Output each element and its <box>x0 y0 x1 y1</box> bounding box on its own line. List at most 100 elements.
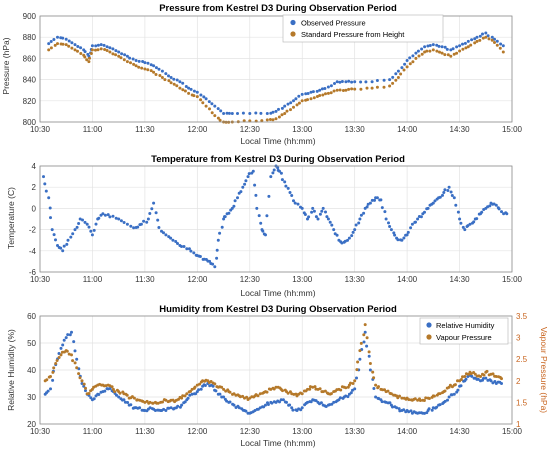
data-point <box>286 186 290 190</box>
data-point <box>64 43 68 47</box>
data-point <box>423 411 426 415</box>
data-point <box>114 49 118 53</box>
data-point <box>188 393 192 397</box>
data-point <box>461 225 465 229</box>
data-point <box>414 51 418 55</box>
x-tick-label: 11:00 <box>83 275 103 284</box>
data-point <box>132 396 136 400</box>
data-point <box>357 221 361 225</box>
data-point <box>108 387 112 390</box>
right-y-ticks: 1 1.5 2 2.5 3 3.5 <box>516 312 528 429</box>
data-point <box>339 388 343 392</box>
data-point <box>103 389 107 393</box>
data-point <box>52 38 56 41</box>
data-point <box>368 368 372 372</box>
data-point <box>400 66 404 70</box>
data-point <box>77 222 81 225</box>
data-point <box>382 85 386 89</box>
data-point <box>142 219 146 223</box>
data-point <box>111 387 115 391</box>
data-point <box>414 56 418 60</box>
data-point <box>88 56 91 60</box>
data-point <box>420 47 424 51</box>
legend-label-vapour: Vapour Pressure <box>436 333 492 342</box>
data-point <box>111 47 115 51</box>
data-point <box>466 39 470 43</box>
data-point <box>152 201 156 205</box>
data-point <box>497 207 501 211</box>
data-point <box>167 406 171 410</box>
data-point <box>150 207 154 211</box>
data-point <box>167 74 170 78</box>
data-point <box>313 385 317 389</box>
data-point <box>306 98 309 102</box>
data-point <box>65 349 69 353</box>
data-point <box>216 116 220 120</box>
data-point <box>59 246 63 250</box>
data-point <box>47 42 51 46</box>
data-point <box>426 44 430 48</box>
data-point <box>283 180 287 184</box>
data-point <box>355 368 359 372</box>
data-point <box>181 88 185 92</box>
data-point <box>438 50 441 54</box>
data-point <box>332 228 336 232</box>
data-point <box>490 38 494 42</box>
data-point <box>363 323 367 327</box>
data-point <box>97 393 101 396</box>
data-point <box>157 226 161 229</box>
data-point <box>94 48 97 52</box>
data-point <box>211 262 215 266</box>
data-point <box>137 59 141 63</box>
data-point <box>228 390 232 394</box>
data-point <box>251 169 255 173</box>
data-point <box>463 41 467 45</box>
data-point <box>320 209 324 213</box>
plot-frame <box>39 165 513 273</box>
data-point <box>79 52 83 55</box>
data-point <box>111 214 115 218</box>
data-point <box>78 376 82 380</box>
data-point <box>353 87 357 91</box>
data-point <box>176 404 180 408</box>
data-point <box>303 213 307 216</box>
y-tick-label: 4 <box>32 162 37 171</box>
data-point <box>413 397 417 401</box>
data-point <box>211 384 215 388</box>
data-point <box>347 87 351 91</box>
data-point <box>64 37 68 41</box>
data-point <box>108 50 112 54</box>
data-point <box>411 54 415 58</box>
data-point <box>259 221 263 225</box>
data-point <box>297 94 301 98</box>
data-point <box>347 79 351 83</box>
data-point <box>236 112 239 115</box>
data-point <box>181 81 185 85</box>
data-point <box>375 85 379 89</box>
data-point <box>379 198 383 202</box>
data-point <box>484 31 488 35</box>
data-point <box>148 212 152 215</box>
data-point <box>67 39 71 43</box>
data-point <box>359 213 363 217</box>
data-point <box>213 382 217 386</box>
data-point <box>237 406 241 410</box>
x-ticks: 10:30 11:00 11:30 12:00 12:30 13:00 13:30 14:00… <box>30 275 523 284</box>
data-point <box>380 206 384 210</box>
data-point <box>265 118 269 122</box>
data-point <box>69 235 73 239</box>
data-point <box>97 216 101 220</box>
data-point <box>449 190 453 194</box>
data-point <box>223 215 227 219</box>
data-point <box>445 47 449 51</box>
right-y-tick-label: 3.5 <box>516 312 528 321</box>
data-point <box>195 383 199 387</box>
data-point <box>123 400 127 404</box>
data-point <box>402 408 406 412</box>
data-point <box>314 399 318 403</box>
data-point <box>137 65 141 69</box>
data-point <box>428 44 432 47</box>
x-tick-label: 11:30 <box>135 125 155 134</box>
data-point <box>388 401 392 405</box>
data-point <box>405 59 409 62</box>
